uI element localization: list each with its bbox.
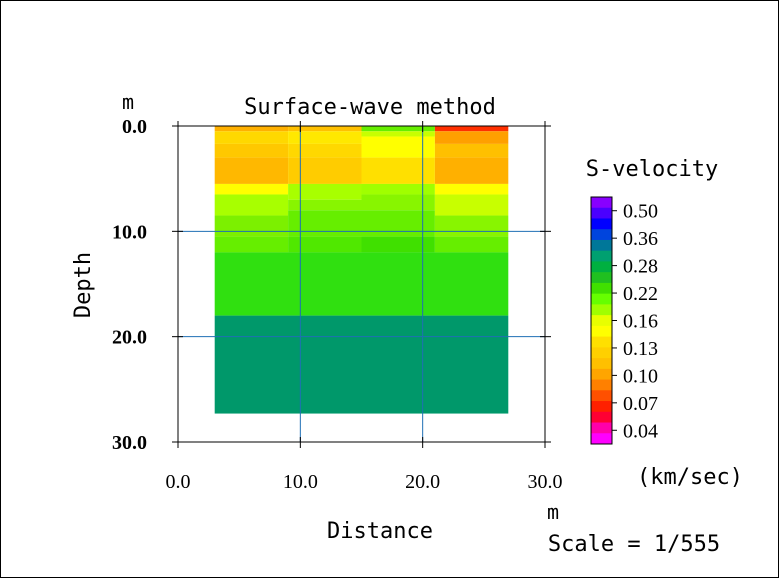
legend-label: 0.13: [623, 338, 658, 360]
plot-area-border: [177, 125, 546, 443]
legend-swatch: [591, 282, 612, 295]
velocity-cell: [361, 157, 435, 184]
legend-label: 0.04: [623, 420, 658, 442]
x-tick-label: 0.0: [166, 471, 191, 493]
legend-swatch: [591, 239, 612, 252]
legend-swatch: [591, 379, 612, 391]
legend-swatch: [591, 422, 612, 434]
tick-marks: 0.0 10.0 20.0 30.0 0.0 10.0 20.0 30.0: [112, 116, 563, 493]
velocity-cell: [214, 236, 289, 253]
legend-swatch: [591, 315, 612, 327]
legend-swatch: [591, 433, 612, 445]
velocity-cell: [214, 157, 289, 184]
velocity-cell: [434, 131, 509, 144]
legend-label: 0.28: [623, 256, 658, 278]
velocity-cell: [361, 126, 435, 132]
legend-swatch: [591, 411, 612, 424]
velocity-cell: [214, 143, 289, 158]
legend-swatch: [591, 336, 612, 348]
y-axis-label: Depth: [71, 252, 96, 318]
velocity-cell: [214, 315, 509, 414]
x-tick-label: 10.0: [283, 471, 318, 493]
legend-label: 0.07: [623, 393, 658, 415]
velocity-cell: [288, 126, 362, 132]
legend-swatch: [591, 347, 612, 359]
scale-text: Scale = 1/555: [548, 532, 720, 557]
axes: [177, 125, 546, 443]
chart-title: Surface-wave method: [244, 95, 496, 120]
velocity-cell: [288, 183, 362, 200]
legend-swatch: [591, 358, 612, 370]
y-tick-label: 0.0: [122, 116, 147, 138]
legend-swatch: [591, 207, 612, 219]
velocity-cell: [214, 131, 289, 144]
velocity-cell: [434, 143, 509, 158]
x-axis-label: Distance: [327, 519, 433, 544]
velocity-cell: [361, 183, 435, 195]
velocity-cell: [361, 131, 435, 137]
legend-swatch: [591, 250, 612, 262]
velocity-cell: [434, 194, 509, 216]
legend-swatch: [591, 229, 612, 241]
y-unit-label: m: [122, 90, 134, 114]
velocity-cell: [214, 183, 289, 195]
x-unit-label: m: [547, 500, 559, 524]
velocity-cell: [434, 157, 509, 184]
y-tick-label: 20.0: [112, 327, 147, 349]
velocity-cell: [361, 236, 435, 253]
x-tick-label: 30.0: [528, 471, 563, 493]
legend-label: 0.16: [623, 311, 658, 333]
legend-swatch: [591, 272, 612, 284]
velocity-cell: [361, 136, 435, 158]
velocity-cell: [434, 183, 509, 195]
velocity-cell: [288, 199, 362, 211]
velocity-cell: [288, 143, 362, 158]
legend-label: 0.22: [623, 283, 658, 305]
velocity-cell: [288, 157, 362, 184]
velocity-cell: [434, 215, 509, 237]
velocity-cell: [434, 126, 509, 132]
grid-lines: [178, 126, 545, 442]
legend-unit: (km/sec): [637, 465, 743, 490]
velocity-cell: [214, 194, 289, 216]
legend-swatch: [591, 304, 612, 316]
velocity-cell: [214, 252, 509, 316]
velocity-cell: [288, 236, 362, 253]
legend-swatch: [591, 293, 612, 305]
legend-label: 0.36: [623, 228, 658, 250]
velocity-cells: [214, 126, 509, 414]
velocity-cell: [434, 236, 509, 253]
velocity-cell: [288, 210, 362, 237]
legend-swatch: [591, 368, 612, 381]
y-tick-label: 10.0: [112, 221, 147, 243]
velocity-cell: [288, 131, 362, 144]
legend-swatch: [591, 401, 612, 413]
velocity-cell: [214, 215, 289, 237]
x-tick-label: 20.0: [405, 471, 440, 493]
legend-swatch: [591, 218, 612, 230]
legend-swatch: [591, 390, 612, 402]
y-tick-label: 30.0: [112, 432, 147, 454]
legend-title: S-velocity: [586, 157, 718, 182]
color-legend: 0.50 0.36 0.28 0.22 0.16 0.13 0.10 0.07 0.04: [590, 196, 658, 445]
velocity-cell: [361, 194, 435, 211]
legend-label: 0.50: [623, 201, 658, 223]
velocity-cell: [361, 210, 435, 237]
legend-swatch: [591, 261, 612, 273]
velocity-cell: [214, 126, 289, 132]
legend-swatch: [591, 197, 612, 209]
legend-label: 0.10: [623, 365, 658, 387]
legend-swatch: [591, 325, 612, 338]
